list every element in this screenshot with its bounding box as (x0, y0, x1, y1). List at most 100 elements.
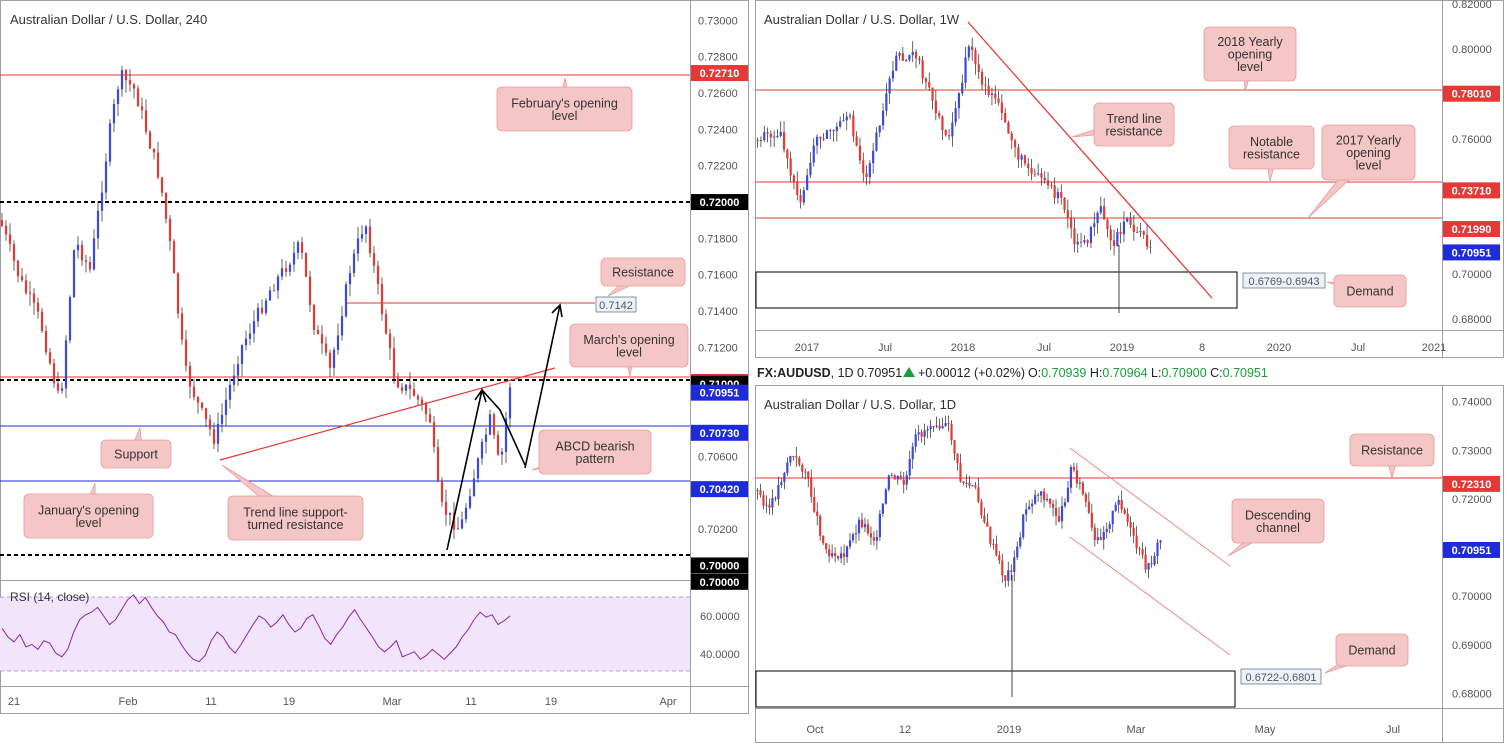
w1-callout: Demand (1326, 274, 1407, 308)
candle-body (810, 477, 813, 497)
candle-body (380, 284, 384, 315)
candle-body (1126, 513, 1129, 523)
candle-body (1087, 501, 1090, 513)
candle-body (20, 276, 24, 281)
candle-body (348, 273, 352, 285)
candle-body (1123, 509, 1126, 514)
d1-chart[interactable]: Australian Dollar / U.S. Dollar, 1D 0.74… (755, 397, 1500, 736)
h4-callout-text: ABCD bearish (555, 439, 634, 453)
candle-body (1120, 499, 1123, 510)
candle-body (1083, 240, 1086, 243)
candle-body (762, 495, 765, 506)
candle-body (44, 330, 48, 353)
candle-body (1129, 522, 1132, 528)
candle-body (396, 378, 400, 388)
candle-body (863, 524, 867, 528)
d1-x-axis: Oct 12 2019 Mar May Jul (806, 724, 1400, 736)
d1-price-tags: 0.72310 0.70951 (1443, 475, 1500, 558)
candle-body (1122, 221, 1126, 235)
candle-body (934, 100, 937, 114)
h4-callout-text: turned resistance (248, 518, 344, 532)
candle-body (920, 432, 923, 437)
candle-body (316, 329, 320, 335)
candle-body (773, 136, 776, 138)
h4-y-tick: 0.72600 (698, 88, 738, 100)
candle-body (825, 130, 829, 139)
candle-body (424, 403, 428, 415)
candle-body (260, 307, 264, 313)
candle-body (839, 553, 843, 559)
w1-x-tick: 8 (1199, 342, 1205, 354)
d1-level-lines (755, 447, 1442, 708)
candle-body (1132, 527, 1135, 536)
candle-body (872, 537, 876, 541)
h4-callout-text: Support (114, 448, 158, 462)
h4-callout-text: pattern (576, 452, 615, 466)
candle-body (1117, 499, 1120, 505)
candle-body (1042, 491, 1046, 501)
w1-y-tick: 0.68000 (1452, 314, 1492, 326)
candle-body (500, 451, 504, 455)
d1-price-tag (1443, 541, 1500, 558)
candle-body (1073, 228, 1076, 245)
candle-body (908, 55, 911, 60)
w1-price-tag-label: 0.71990 (1452, 224, 1492, 236)
candle-body (312, 305, 316, 330)
w1-callout-text: resistance (1106, 124, 1163, 138)
candle-body (799, 194, 802, 203)
candle-body (448, 512, 452, 515)
candle-body (96, 210, 100, 239)
candle-body (941, 116, 944, 131)
w1-chart[interactable]: Australian Dollar / U.S. Dollar, 1W 0.82… (755, 0, 1500, 354)
candle-body (783, 472, 786, 483)
candle-body (64, 340, 68, 389)
candle-body (1025, 509, 1028, 515)
candle-body (1114, 504, 1117, 511)
candle-body (1070, 218, 1073, 229)
candle-body (1034, 494, 1037, 504)
candle-body (901, 53, 904, 61)
candle-body (344, 284, 348, 317)
candle-body (436, 447, 440, 482)
h4-price-tag (691, 194, 748, 211)
candle-body (308, 276, 312, 306)
d1-zone-label: 0.6722-0.6801 (1240, 668, 1322, 685)
candle-body (252, 321, 256, 334)
level-label-0-7142: 0.7142 (599, 300, 633, 312)
candle-body (1054, 507, 1058, 516)
candle-body (786, 149, 789, 159)
candle-body (1156, 542, 1159, 557)
candle-body (180, 313, 184, 340)
candle-body (829, 130, 832, 132)
candle-body (1145, 234, 1149, 247)
candle-body (480, 441, 484, 459)
candle-body (1053, 185, 1056, 199)
h4-callout-text: January's opening (38, 503, 139, 517)
candle-body (192, 386, 196, 398)
candle-body (328, 352, 332, 368)
h4-chart[interactable]: Australian Dollar / U.S. Dollar, 240 0.7… (0, 12, 748, 708)
candle-body (932, 426, 935, 428)
w1-price-tag (1443, 85, 1500, 102)
ticker-bar: FX:AUDUSD, 1D 0.70951 +0.00012 (+0.02%) … (757, 366, 1268, 380)
candle-body (968, 482, 971, 486)
candle-body (324, 343, 328, 353)
d1-x-tick: Mar (1127, 724, 1146, 736)
w1-price-tag-label: 0.70951 (1452, 247, 1492, 259)
w1-callout-text: 2018 Yearly (1217, 35, 1283, 49)
candle-body (792, 456, 795, 458)
candle-body (1007, 570, 1010, 581)
candle-body (384, 314, 388, 334)
candle-body (990, 93, 994, 95)
candle-body (792, 175, 796, 183)
candle-body (980, 71, 984, 85)
candle-body (1108, 524, 1111, 529)
candle-body (898, 53, 901, 56)
candle-body (56, 383, 60, 391)
h4-callout: Trend line support-turned resistance (221, 464, 364, 541)
candle-body (1138, 548, 1141, 550)
candle-body (248, 333, 252, 339)
candle-body (858, 145, 862, 161)
